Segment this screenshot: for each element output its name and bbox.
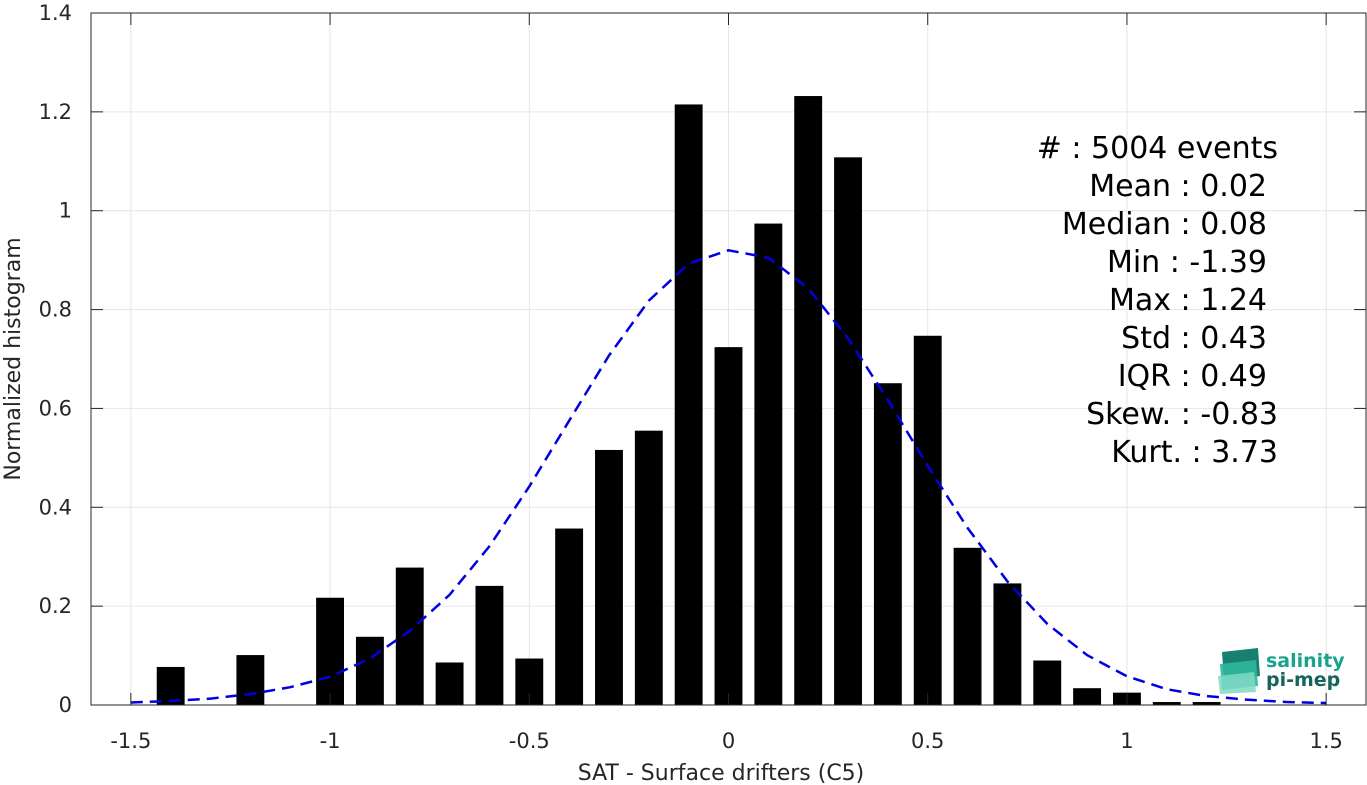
stat-mean: Mean : 0.02 <box>1089 169 1267 204</box>
x-axis-label: SAT - Surface drifters (C5) <box>578 761 865 785</box>
histogram-bar <box>595 449 623 705</box>
stat-kurt: Kurt. : 3.73 <box>1111 435 1278 470</box>
stat-std: Std : 0.43 <box>1121 321 1267 356</box>
histogram-bar <box>395 567 424 705</box>
histogram-bar <box>1033 660 1062 705</box>
y-tick-labels: 0 0.2 0.4 0.6 0.8 1 1.2 1.4 <box>39 1 72 717</box>
axis-ticks <box>91 12 1366 706</box>
histogram-bar <box>355 636 384 705</box>
histogram-bar <box>1152 702 1181 705</box>
stat-min: Min : -1.39 <box>1107 245 1267 280</box>
gaussian-fit-curve <box>130 249 1327 705</box>
x-tick-label: -1.5 <box>110 729 151 753</box>
y-tick-label: 0.2 <box>39 594 72 618</box>
x-tick-label: -0.5 <box>509 729 550 753</box>
histogram-bar <box>435 662 464 705</box>
histogram-bar <box>555 528 584 705</box>
histogram-bar <box>993 583 1022 705</box>
histogram-bar <box>913 335 942 705</box>
y-axis-label: Normalized histogram <box>1 237 26 480</box>
histogram-bar <box>754 223 783 705</box>
stat-max: Max : 1.24 <box>1109 283 1267 318</box>
salinity-pi-mep-logo: salinity pi-mep <box>1218 648 1345 694</box>
histogram-bar <box>714 347 743 705</box>
y-tick-label: 0 <box>59 693 72 717</box>
y-tick-label: 0.4 <box>39 495 72 519</box>
y-tick-label: 1.4 <box>39 1 72 25</box>
x-tick-labels: -1.5 -1 -0.5 0 0.5 1 1.5 <box>110 729 1343 753</box>
histogram-bar <box>674 104 703 705</box>
histogram-bar <box>834 157 862 705</box>
x-tick-label: 0.5 <box>911 729 944 753</box>
stat-events: # : 5004 events <box>1037 131 1278 166</box>
histogram-bar <box>953 547 982 705</box>
y-tick-label: 0.8 <box>39 298 72 322</box>
histogram-bar <box>873 383 902 705</box>
stat-skew: Skew. : -0.83 <box>1086 397 1278 432</box>
y-tick-label: 1.2 <box>39 100 72 124</box>
histogram-bar <box>475 585 504 705</box>
stat-median: Median : 0.08 <box>1062 207 1267 242</box>
histogram-bar <box>794 96 823 706</box>
x-tick-label: 1.5 <box>1309 729 1342 753</box>
logo-line-1: salinity <box>1266 650 1345 672</box>
x-tick-label: 1 <box>1120 729 1133 753</box>
logo-line-2: pi-mep <box>1266 669 1340 691</box>
logo-wave-icon <box>1218 648 1260 694</box>
histogram-bar <box>634 430 663 705</box>
histogram-bar <box>236 655 265 705</box>
stat-iqr: IQR : 0.49 <box>1118 359 1267 394</box>
histogram-bar <box>1192 702 1221 705</box>
y-tick-label: 0.6 <box>39 396 72 420</box>
bars <box>156 96 1221 706</box>
x-tick-label: 0 <box>722 729 735 753</box>
stats-annotation: # : 5004 events Mean : 0.02 Median : 0.0… <box>1037 131 1278 470</box>
histogram-bar <box>1073 688 1102 705</box>
histogram-bar <box>156 666 185 705</box>
x-tick-label: -1 <box>320 729 341 753</box>
y-tick-label: 1 <box>59 199 72 223</box>
histogram-bar <box>316 597 345 705</box>
